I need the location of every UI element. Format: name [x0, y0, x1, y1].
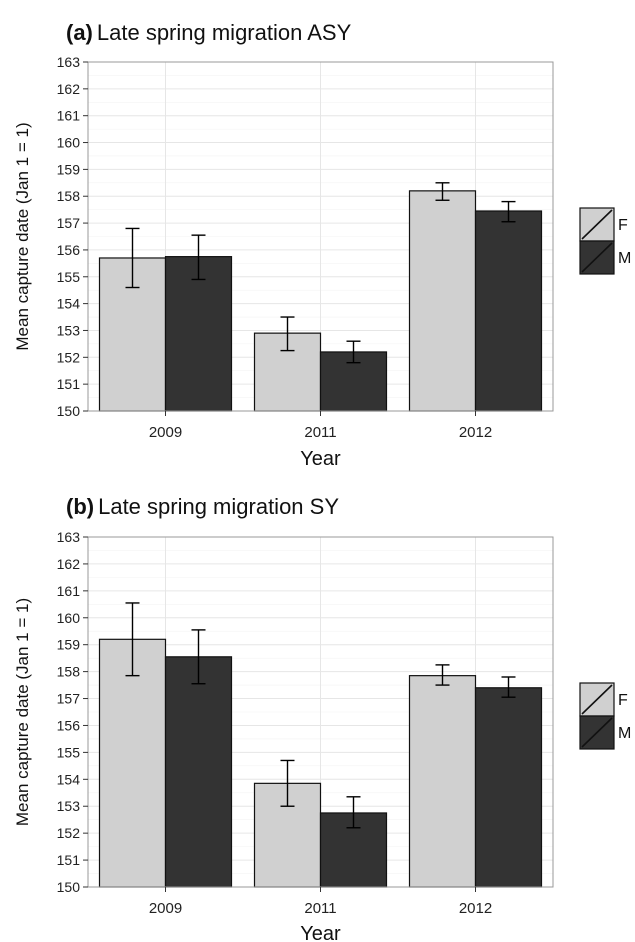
error-bar-M-2009	[191, 234, 206, 281]
legend-label-M: M	[618, 250, 631, 267]
y-axis-label: Mean capture date (Jan 1 = 1)	[13, 122, 32, 350]
y-tick-label: 157	[57, 215, 81, 231]
panel-label: (a)	[66, 20, 93, 45]
x-axis-label: Year	[300, 448, 341, 470]
y-tick-label: 163	[57, 54, 81, 70]
legend-key-slash	[581, 242, 613, 273]
error-bar-F-2009	[125, 602, 140, 677]
legend-label-F: F	[618, 692, 628, 709]
x-tick-label: 2009	[149, 424, 182, 441]
bar-F-2012	[408, 190, 477, 412]
error-bar-M-2012	[501, 676, 516, 698]
x-tick-label: 2012	[459, 900, 492, 917]
chart-title: (b) Late spring migration SY	[66, 494, 339, 519]
chart-title-text: Late spring migration SY	[98, 494, 339, 519]
bar-M-2012	[474, 210, 543, 412]
y-tick-label: 150	[57, 879, 81, 895]
error-bar-F-2012	[435, 664, 450, 686]
y-tick-label: 158	[57, 664, 81, 680]
y-tick-label: 155	[57, 744, 81, 760]
y-tick-label: 150	[57, 403, 81, 419]
x-tick-label: 2011	[304, 424, 336, 441]
x-tick-label: 2009	[149, 900, 182, 917]
legend-key-slash	[581, 717, 613, 748]
chart-title: (a) Late spring migration ASY	[66, 20, 352, 45]
y-tick-label: 161	[57, 583, 81, 599]
chart-panel-b: 150 151 152 153 154 155 156 157 158 159 160 161 162 1…	[13, 494, 631, 942]
y-axis-label: Mean capture date (Jan 1 = 1)	[13, 598, 32, 826]
chart-title-text: Late spring migration ASY	[97, 20, 352, 45]
error-bar-M-2011	[346, 340, 361, 364]
error-bar-M-2011	[346, 796, 361, 829]
y-tick-label: 156	[57, 717, 81, 733]
panel-label: (b)	[66, 494, 94, 519]
legend: FM	[579, 207, 631, 275]
y-tick-label: 162	[57, 556, 81, 572]
y-tick-label: 163	[57, 529, 81, 545]
y-tick-label: 157	[57, 691, 81, 707]
legend-label-F: F	[618, 217, 628, 234]
y-tick-label: 154	[57, 296, 81, 312]
y-tick-label: 162	[57, 81, 81, 97]
legend-key-slash	[581, 684, 613, 715]
legend-label-M: M	[618, 725, 631, 742]
legend: FM	[579, 682, 631, 750]
bar-M-2012	[474, 687, 543, 888]
y-tick-label: 159	[57, 161, 81, 177]
bar-M-2009	[164, 656, 233, 888]
error-bar-F-2011	[280, 759, 295, 807]
error-bar-F-2011	[280, 316, 295, 352]
error-bar-F-2009	[125, 227, 140, 289]
y-tick-label: 151	[57, 376, 81, 392]
y-tick-label: 152	[57, 825, 81, 841]
y-tick-label: 151	[57, 852, 81, 868]
y-tick-label: 159	[57, 637, 81, 653]
bar-M-2009	[164, 256, 233, 412]
legend-key-slash	[581, 209, 613, 240]
y-tick-label: 158	[57, 188, 81, 204]
x-tick-label: 2011	[304, 900, 336, 917]
y-tick-label: 155	[57, 269, 81, 285]
x-axis-label: Year	[300, 923, 341, 942]
bar-F-2009	[98, 638, 167, 888]
y-tick-label: 160	[57, 610, 81, 626]
error-bar-M-2012	[501, 200, 516, 223]
y-tick-label: 161	[57, 108, 81, 124]
error-bar-F-2012	[435, 182, 450, 201]
y-tick-label: 153	[57, 798, 81, 814]
y-tick-label: 152	[57, 349, 81, 365]
chart-panel-a: 150 151 152 153 154 155 156 157 158 159 160 161 162 1…	[13, 20, 631, 470]
y-tick-label: 153	[57, 322, 81, 338]
y-tick-label: 154	[57, 771, 81, 787]
bar-F-2012	[408, 675, 477, 888]
error-bar-M-2009	[191, 629, 206, 685]
x-tick-label: 2012	[459, 424, 492, 441]
y-tick-label: 160	[57, 135, 81, 151]
y-tick-label: 156	[57, 242, 81, 258]
